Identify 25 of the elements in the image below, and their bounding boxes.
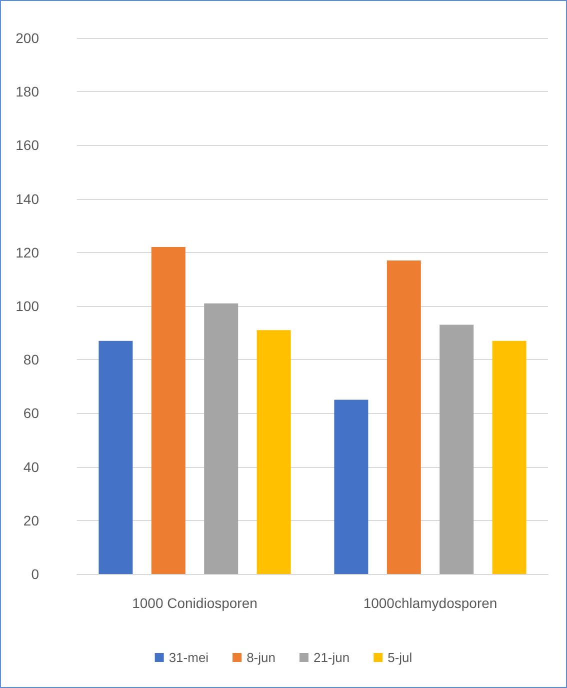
bar	[204, 303, 238, 574]
bar	[256, 330, 291, 574]
y-tick-label: 80	[23, 352, 40, 368]
y-tick-label: 60	[23, 405, 40, 422]
y-tick-label: 0	[31, 566, 40, 582]
bar	[492, 340, 526, 574]
x-tick-label: 1000chlamydosporen	[363, 595, 498, 611]
y-tick-label: 200	[16, 30, 40, 46]
y-tick-label: 180	[16, 84, 40, 100]
legend-label: 8-jun	[246, 650, 276, 665]
y-tick-label: 140	[16, 190, 40, 207]
y-tick-label: 160	[16, 137, 40, 154]
y-tick-label: 40	[23, 458, 40, 475]
bar	[386, 260, 421, 574]
bar	[440, 324, 474, 574]
bar	[98, 340, 133, 574]
bar	[151, 247, 186, 574]
bar	[334, 400, 368, 574]
legend-label: 31-mei	[168, 650, 209, 665]
y-tick-label: 20	[23, 512, 40, 528]
y-tick-label: 120	[16, 244, 40, 260]
legend-label: 21-jun	[313, 650, 350, 665]
legend-label: 5-jul	[388, 650, 412, 665]
x-tick-label: 1000 Conidiosporen	[132, 595, 258, 611]
y-tick-label: 100	[16, 298, 40, 314]
